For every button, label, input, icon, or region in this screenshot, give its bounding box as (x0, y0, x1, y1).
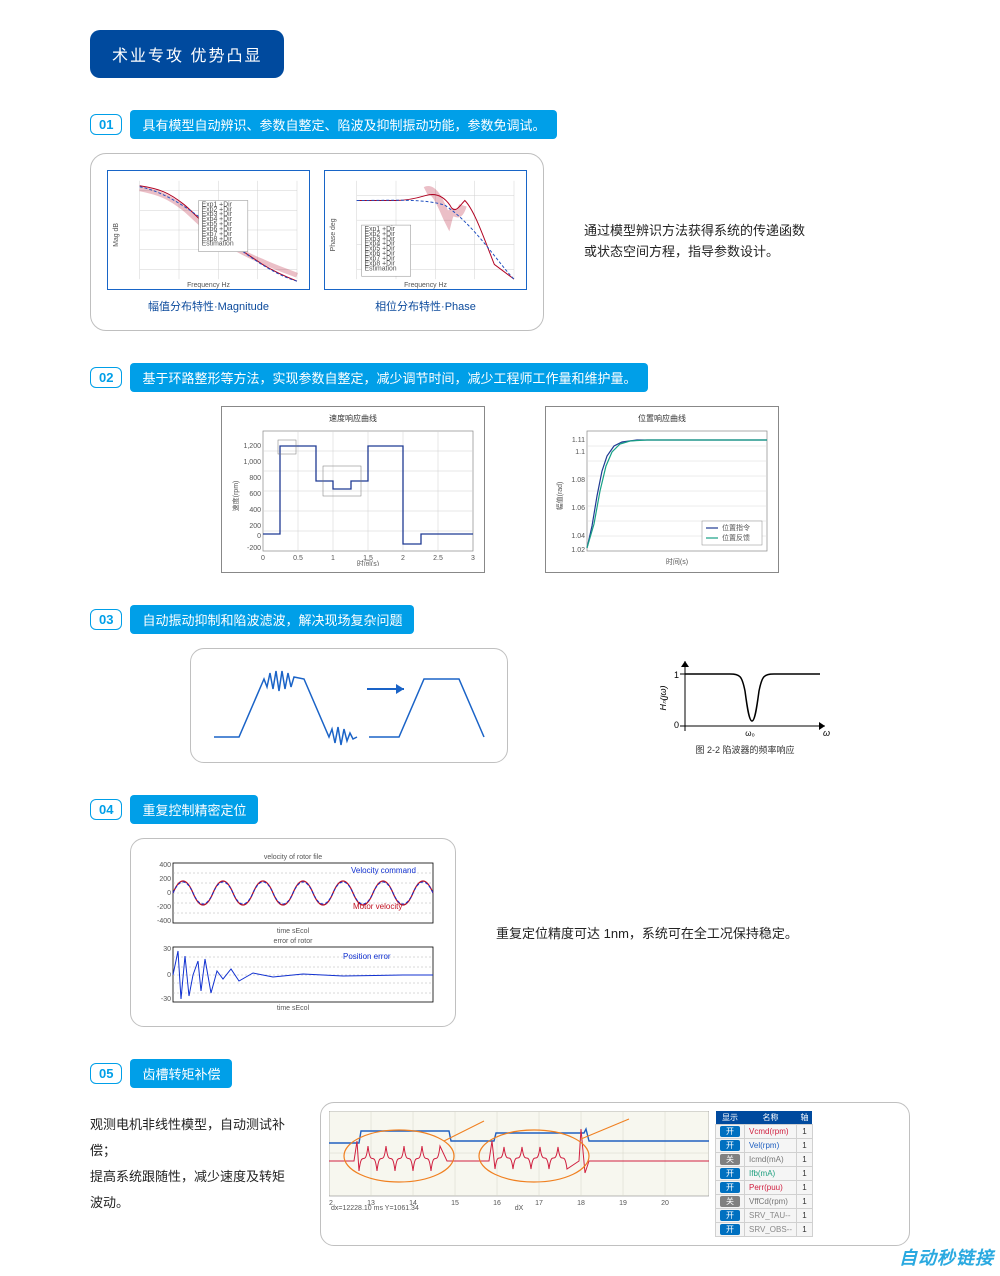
svg-text:1.02: 1.02 (571, 547, 585, 554)
scope-legend: 显示 名称 轴 开Vcmd(rpm)1开Vel(rpm)1关Icmd(mA)1开… (715, 1111, 813, 1237)
svg-text:-30: -30 (161, 996, 171, 1003)
section-02: 02 基于环路整形等方法，实现参数自整定，减少调节时间，减少工程师工作量和维护量… (90, 363, 910, 573)
svg-text:1,200: 1,200 (243, 443, 261, 450)
phase-plot: Exp1 +DirExp2 +Dir Exp3 +DirExp4 +Dir Ex… (324, 170, 527, 290)
svg-text:800: 800 (249, 475, 261, 482)
section-05-text: 观测电机非线性模型，自动测试补偿； 提高系统跟随性，减少速度及转矩波动。 (90, 1102, 290, 1216)
svg-text:1.06: 1.06 (571, 505, 585, 512)
vibration-suppress-diagram (190, 648, 508, 763)
section-03: 03 自动振动抑制和陷波滤波，解决现场复杂问题 (90, 605, 910, 763)
svg-text:16: 16 (493, 1200, 501, 1207)
svg-text:15: 15 (451, 1200, 459, 1207)
svg-text:Frequency Hz: Frequency Hz (404, 282, 447, 289)
section-num: 02 (90, 367, 122, 388)
section-num: 01 (90, 114, 122, 135)
svg-text:3: 3 (471, 555, 475, 562)
svg-text:200: 200 (249, 523, 261, 530)
svg-text:ω: ω (823, 728, 830, 738)
svg-text:1.08: 1.08 (571, 477, 585, 484)
magnitude-plot: Exp1 +DirExp2 +Dir Exp3 +DirExp4 +Dir Ex… (107, 170, 310, 290)
svg-text:20: 20 (661, 1200, 669, 1207)
svg-text:Position error: Position error (343, 952, 391, 961)
svg-text:0: 0 (257, 533, 261, 540)
svg-text:19: 19 (619, 1200, 627, 1207)
svg-text:-400: -400 (157, 918, 171, 925)
svg-text:200: 200 (159, 876, 171, 883)
svg-text:ω₀: ω₀ (745, 729, 755, 738)
svg-text:2.5: 2.5 (433, 555, 443, 562)
section-num: 03 (90, 609, 122, 630)
svg-text:Estimation: Estimation (202, 241, 234, 248)
section-title: 基于环路整形等方法，实现参数自整定，减少调节时间，减少工程师工作量和维护量。 (130, 363, 648, 392)
svg-text:0: 0 (167, 890, 171, 897)
svg-text:0: 0 (674, 720, 679, 730)
watermark: 自动秒链接 (899, 1244, 994, 1270)
svg-text:1: 1 (674, 670, 679, 680)
svg-text:1.11: 1.11 (572, 437, 585, 444)
svg-text:1: 1 (331, 555, 335, 562)
svg-text:幅值(rad): 幅值(rad) (555, 482, 564, 511)
phase-caption: 相位分布特性·Phase (324, 298, 527, 314)
svg-text:位置反馈: 位置反馈 (722, 533, 750, 542)
svg-text:0: 0 (167, 972, 171, 979)
svg-text:velocity of rotor file: velocity of rotor file (264, 854, 322, 861)
svg-text:-200: -200 (157, 904, 171, 911)
section-title: 具有模型自动辨识、参数自整定、陷波及抑制振动功能，参数免调试。 (130, 110, 557, 139)
bode-panel: Exp1 +DirExp2 +Dir Exp3 +DirExp4 +Dir Ex… (90, 153, 544, 331)
section-title: 自动振动抑制和陷波滤波，解决现场复杂问题 (130, 605, 414, 634)
svg-text:速度(rpm): 速度(rpm) (231, 481, 240, 512)
svg-text:时间(s): 时间(s) (357, 559, 379, 566)
svg-text:dX: dX (515, 1205, 524, 1211)
section-title: 重复控制精密定位 (130, 795, 258, 824)
svg-text:Frequency Hz: Frequency Hz (187, 282, 230, 289)
page-title-pill: 术业专攻 优势凸显 (90, 30, 284, 78)
scope-panel: 121314 151617 181920 dx=12228.10 ms Y=10… (320, 1102, 910, 1246)
svg-text:位置指令: 位置指令 (722, 523, 750, 532)
svg-text:Motor velocity: Motor velocity (353, 902, 402, 911)
svg-text:0.5: 0.5 (293, 555, 303, 562)
svg-text:17: 17 (535, 1200, 543, 1207)
svg-text:1,000: 1,000 (243, 459, 261, 466)
section-01-desc: 通过模型辨识方法获得系统的传递函数或状态空间方程，指导参数设计。 (584, 221, 814, 263)
svg-text:-200: -200 (247, 545, 261, 552)
svg-text:Mag dB: Mag dB (113, 223, 120, 247)
magnitude-caption: 幅值分布特性·Magnitude (107, 298, 310, 314)
svg-text:dx=12228.10 ms Y=1061.34: dx=12228.10 ms Y=1061.34 (331, 1205, 419, 1211)
repetitive-control-chart: velocity of rotor file Velocity command … (130, 838, 456, 1027)
svg-text:time sEcol: time sEcol (277, 928, 310, 935)
svg-text:2: 2 (401, 555, 405, 562)
page: 术业专攻 优势凸显 01 具有模型自动辨识、参数自整定、陷波及抑制振动功能，参数… (0, 0, 1000, 1276)
svg-text:400: 400 (249, 507, 261, 514)
step-response-chart: 速度响应曲线 1,2001 (221, 406, 485, 573)
section-title: 齿槽转矩补偿 (130, 1059, 232, 1088)
svg-text:时间(s): 时间(s) (666, 557, 688, 566)
position-response-chart: 位置响应曲线 位置指令 位置反馈 (545, 406, 779, 573)
svg-text:30: 30 (163, 946, 171, 953)
svg-text:0: 0 (261, 555, 265, 562)
svg-text:Phase deg: Phase deg (330, 218, 337, 251)
svg-text:400: 400 (159, 862, 171, 869)
svg-text:600: 600 (249, 491, 261, 498)
svg-text:Hₙ(jω): Hₙ(jω) (660, 685, 668, 710)
svg-text:Velocity command: Velocity command (351, 866, 416, 875)
notch-response-plot: 1 0 ω₀ ω Hₙ(jω) 图 2-2 陷波器的频率响应 (660, 656, 830, 756)
section-num: 04 (90, 799, 122, 820)
section-num: 05 (90, 1063, 122, 1084)
svg-text:time sEcol: time sEcol (277, 1005, 310, 1011)
svg-text:error of rotor: error of rotor (274, 938, 314, 945)
svg-text:18: 18 (577, 1200, 585, 1207)
section-04: 04 重复控制精密定位 velocity of rotor file (90, 795, 910, 1027)
svg-text:1.1: 1.1 (575, 449, 585, 456)
svg-text:1.04: 1.04 (571, 533, 585, 540)
section-05: 05 齿槽转矩补偿 观测电机非线性模型，自动测试补偿； 提高系统跟随性，减少速度… (90, 1059, 910, 1246)
section-04-desc: 重复定位精度可达 1nm，系统可在全工况保持稳定。 (496, 923, 798, 942)
svg-text:Estimation: Estimation (365, 265, 397, 272)
section-01: 01 具有模型自动辨识、参数自整定、陷波及抑制振动功能，参数免调试。 (90, 110, 910, 331)
